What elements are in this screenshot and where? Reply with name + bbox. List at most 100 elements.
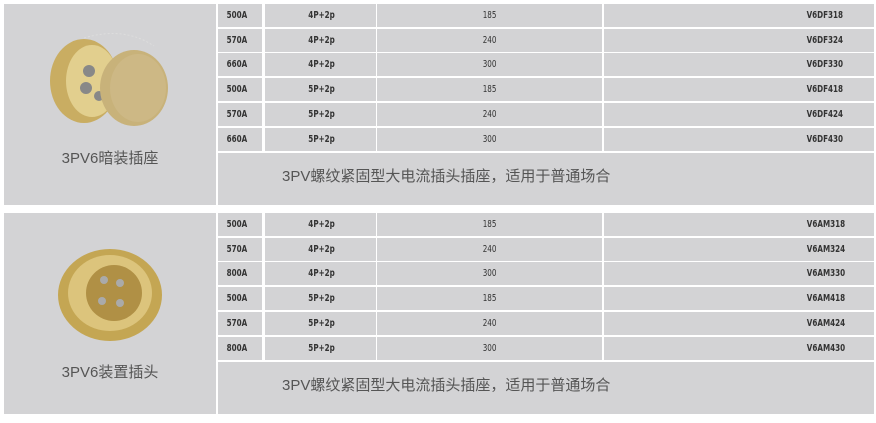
poles-cell: 4P+2p [265,213,376,236]
cell-text: 570A [226,34,248,46]
cell-text: 800A [226,342,248,354]
cell-text: 240 [482,317,497,329]
model-cell: V6AM330 [604,262,874,286]
cell-text: 4P+2p [308,34,335,46]
cell-text: V6DF424 [806,108,844,120]
product-name: 3PV6暗装插座 [61,150,159,167]
poles-cell: 4P+2p [265,237,376,261]
current-cell: 500A [218,213,262,236]
cell-text: 185 [482,219,497,230]
cell-text: 300 [482,59,497,71]
cell-text: 185 [482,84,497,96]
cell-text: 4P+2p [308,268,335,280]
poles-cell: 5P+2p [265,102,376,126]
cross-section-cell: 300 [377,336,602,360]
current-cell: 660A [218,127,262,151]
current-cell: 800A [218,336,262,360]
poles-cell: 4P+2p [265,262,376,286]
model-cell: V6DF418 [604,78,874,102]
socket-image [50,33,168,126]
current-cell: 660A [218,53,262,77]
cell-text: 500A [226,293,248,305]
cell-text: 5P+2p [308,293,335,305]
cell-text: 570A [226,317,248,329]
cell-text: V6DF330 [806,59,844,71]
cross-section-cell: 240 [377,237,602,261]
product-cell: 3PV6暗装插座 [4,4,216,205]
cell-text: V6AM330 [806,268,846,280]
poles-cell: 5P+2p [265,127,376,151]
cell-text: 5P+2p [308,317,335,329]
cross-section-cell: 240 [377,102,602,126]
cell-text: 5P+2p [308,133,335,145]
model-cell: V6AM318 [604,213,874,236]
cell-text: 300 [482,342,497,354]
product-name: 3PV6装置插头 [61,364,159,381]
cross-section-cell: 300 [377,127,602,151]
cell-text: 4P+2p [308,59,335,71]
cell-text: V6AM318 [806,219,846,230]
current-cell: 800A [218,262,262,286]
model-cell: V6DF424 [604,102,874,126]
cell-text: 240 [482,108,497,120]
cell-text: 5P+2p [308,108,335,120]
model-cell: V6DF324 [604,28,874,52]
product-description: 3PV螺纹紧固型大电流插头插座，适用于普通场合 [218,362,874,414]
current-cell: 500A [218,78,262,102]
cell-text: V6DF324 [806,34,844,46]
cell-text: 240 [482,34,497,46]
cell-text: 660A [226,133,248,145]
cell-text: 5P+2p [308,342,335,354]
current-cell: 500A [218,4,262,27]
cross-section-cell: 300 [377,53,602,77]
current-cell: 570A [218,102,262,126]
current-cell: 570A [218,237,262,261]
cross-section-cell: 300 [377,262,602,286]
model-cell: V6AM324 [604,237,874,261]
current-cell: 570A [218,28,262,52]
cross-section-cell: 185 [377,4,602,27]
cell-text: V6DF418 [806,84,844,96]
cell-text: V6AM424 [806,317,846,329]
cross-section-cell: 185 [377,78,602,102]
cell-text: 5P+2p [308,84,335,96]
poles-cell: 5P+2p [265,311,376,335]
cross-section-cell: 185 [377,287,602,311]
product-block: 3PV6暗装插座 3PV螺纹紧固型大电流插头插座，适用于普通场合 500A 4P+2… [4,4,874,205]
cross-section-cell: 240 [377,28,602,52]
poles-cell: 4P+2p [265,4,376,27]
poles-cell: 4P+2p [265,28,376,52]
poles-cell: 5P+2p [265,287,376,311]
model-cell: V6AM424 [604,311,874,335]
cell-text: 300 [482,133,497,145]
cross-section-cell: 185 [377,213,602,236]
cell-text: 800A [226,268,248,280]
cell-text: 500A [226,84,248,96]
description-text: 3PV螺纹紧固型大电流插头插座，适用于普通场合 [282,168,611,185]
cell-text: V6DF430 [806,133,844,145]
cell-text: 185 [482,10,497,21]
cell-text: 4P+2p [308,243,335,255]
poles-cell: 4P+2p [265,53,376,77]
cell-text: 570A [226,243,248,255]
poles-cell: 5P+2p [265,336,376,360]
cell-text: 300 [482,268,497,280]
product-block: 3PV6装置插头 3PV螺纹紧固型大电流插头插座，适用于普通场合 500A 4P+2… [4,213,874,414]
model-cell: V6AM430 [604,336,874,360]
product-cell: 3PV6装置插头 [4,213,216,414]
cell-text: 185 [482,293,497,305]
cell-text: 240 [482,243,497,255]
model-cell: V6AM418 [604,287,874,311]
cell-text: 4P+2p [308,219,335,230]
current-cell: 570A [218,311,262,335]
cell-text: 500A [226,10,248,21]
cell-text: 500A [226,219,248,230]
plug-image [58,249,162,341]
product-description: 3PV螺纹紧固型大电流插头插座，适用于普通场合 [218,153,874,205]
description-text: 3PV螺纹紧固型大电流插头插座，适用于普通场合 [282,377,611,394]
cell-text: 570A [226,108,248,120]
poles-cell: 5P+2p [265,78,376,102]
cell-text: V6AM418 [806,293,846,305]
cell-text: V6DF318 [806,10,844,21]
cell-text: 660A [226,59,248,71]
